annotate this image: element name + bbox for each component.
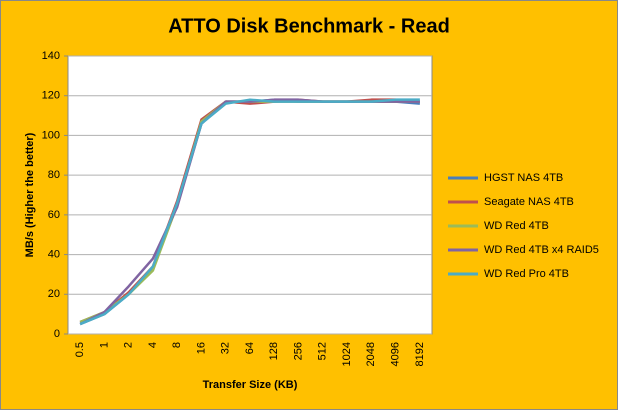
series-line <box>79 98 420 326</box>
chart-title: ATTO Disk Benchmark - Read <box>168 15 450 37</box>
x-tick-label: 4 <box>147 342 159 348</box>
legend-label: Seagate NAS 4TB <box>484 196 574 208</box>
x-tick-label: 16 <box>195 342 207 354</box>
x-tick-label: 64 <box>244 342 256 354</box>
legend-label: WD Red Pro 4TB <box>484 268 569 280</box>
x-tick-label: 256 <box>292 342 304 360</box>
legend-label: HGST NAS 4TB <box>484 172 563 184</box>
x-tick-label: 128 <box>268 342 280 360</box>
x-axis-title: Transfer Size (KB) <box>203 379 298 391</box>
x-tick-label: 1024 <box>341 342 353 366</box>
x-tick-label: 1 <box>98 342 110 348</box>
x-tick-label: 8192 <box>414 342 426 366</box>
x-tick-label: 4096 <box>390 342 402 366</box>
x-tick-label: 8 <box>171 342 183 348</box>
x-tick-label: 2 <box>123 342 135 348</box>
x-tick-label: 2048 <box>365 342 377 366</box>
x-tick-label: 512 <box>317 342 329 360</box>
legend-label: WD Red 4TB <box>484 220 549 232</box>
y-tick-label: 80 <box>48 169 60 181</box>
legend-label: WD Red 4TB x4 RAID5 <box>484 244 599 256</box>
x-tick-label: 0.5 <box>74 342 86 357</box>
y-tick-label: 40 <box>48 248 60 260</box>
y-tick-label: 100 <box>42 129 60 141</box>
x-tick-label: 32 <box>220 342 232 354</box>
y-tick-label: 20 <box>48 288 60 300</box>
y-tick-label: 60 <box>48 209 60 221</box>
y-axis-title: MB/s (Higher the better) <box>24 132 36 257</box>
y-tick-label: 140 <box>42 50 60 62</box>
y-tick-label: 120 <box>42 90 60 102</box>
y-tick-label: 0 <box>54 328 60 340</box>
